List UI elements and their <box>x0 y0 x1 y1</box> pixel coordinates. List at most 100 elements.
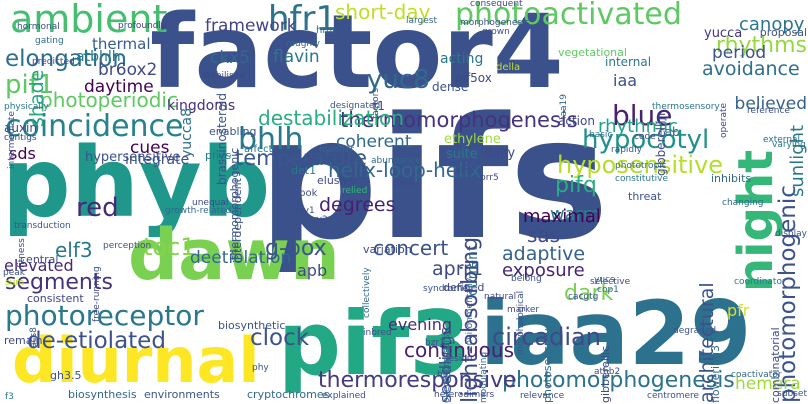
word-physically: physically <box>4 102 49 112</box>
word-remain: remain <box>4 334 43 347</box>
word-photosensory: photosensory <box>541 328 554 403</box>
word-manner: manner <box>319 145 354 155</box>
word-yucca: yucca <box>704 26 743 41</box>
word-pif1: pif1 <box>5 70 55 100</box>
word-ambient: ambient <box>10 0 168 41</box>
word-period: period <box>712 43 767 63</box>
word-hyposensitive: hyposensitive <box>557 151 724 179</box>
word-bzr1: bzr1 <box>425 338 445 348</box>
word-light-absorbing: light-absorbing <box>458 236 483 403</box>
word-rhythmic: rhythmic <box>598 116 679 137</box>
word-biosynthesis: biosynthesis <box>68 388 137 401</box>
word-factors: factors <box>371 87 381 119</box>
word-coincidence: coincidence <box>5 109 184 144</box>
word-elongation: elongation <box>5 46 127 72</box>
word-roughly: roughly <box>286 39 320 49</box>
word-sds: sds <box>9 144 36 163</box>
word-threat: threat <box>628 190 662 203</box>
word-aprr1: aprr1 <box>432 258 484 280</box>
word-thermal: thermal <box>92 35 151 53</box>
word-ethylene: ethylene <box>444 132 501 147</box>
word-elusive: elusive <box>317 174 356 187</box>
word-varying: varying <box>772 140 806 150</box>
word-cop1: cop1 <box>597 285 619 295</box>
word-hypocotyl: hypocotyl <box>582 125 710 155</box>
word-profoundly: profoundly <box>118 21 167 31</box>
word-transduction: transduction <box>14 221 71 231</box>
word-perception: perception <box>103 241 152 251</box>
word-avoidance: avoidance <box>702 58 800 80</box>
word-action: action <box>558 114 595 128</box>
word-dense: dense <box>432 80 469 94</box>
word-cry1: cry1 <box>295 206 315 216</box>
word-consequent: consequent <box>470 0 523 9</box>
word-predicted: predicted <box>32 57 75 67</box>
word-selective: selective <box>590 277 631 287</box>
word-interdependent: interdependent <box>231 178 244 263</box>
word-hemera: hemera <box>735 374 801 394</box>
word-hormonal: hormonal <box>17 22 60 32</box>
word-f3: f3 <box>5 392 14 402</box>
word-flowering3: flowering3 <box>709 345 722 403</box>
word-phya: phya <box>392 179 415 189</box>
word-rhythms: rhythms <box>715 33 807 58</box>
word-natural: natural <box>484 292 517 302</box>
word-phy: phy <box>252 363 269 373</box>
word-maximal: maximal <box>523 206 601 227</box>
word-photoperiodic: photoperiodic <box>40 88 178 112</box>
word-deetiolation: deetiolation <box>190 248 292 268</box>
word-br6ox2: br6ox2 <box>98 60 158 80</box>
word-elevated: elevated <box>4 256 74 275</box>
word-affect: affect <box>244 144 273 155</box>
word-athb2: athb2 <box>594 367 621 377</box>
word-cacgtg: cacgtg <box>568 292 599 302</box>
word-yucca8: yucca8 <box>179 107 195 158</box>
word-intermediate: intermediate <box>7 111 17 169</box>
word-evening: evening <box>388 315 453 334</box>
word-auxin: auxin <box>4 121 37 135</box>
word-variation: variation <box>363 243 412 256</box>
word-operate: operate <box>719 102 729 138</box>
word-stabilised: stabilised <box>202 71 245 81</box>
word-belong: belong <box>511 274 542 284</box>
word-dark: dark <box>564 281 614 306</box>
word-collectively: collectively <box>362 267 372 318</box>
word-framework: framework <box>205 16 297 36</box>
word-circadian: circadian <box>492 323 601 351</box>
word-phys: phys <box>205 149 232 162</box>
word-consistent: consistent <box>27 292 84 305</box>
word-kingdoms: kingdoms <box>167 98 236 114</box>
word-cry2: cry2 <box>308 215 328 225</box>
word-iaa29: iaa29 <box>480 282 752 385</box>
word-cab: cab <box>658 125 680 139</box>
word-defined: defined <box>443 281 485 294</box>
word-display: display <box>775 229 807 239</box>
word-sum: sum <box>5 278 25 288</box>
word-morphogenesis: morphogenesis <box>460 18 530 28</box>
word-abundance: abundance <box>371 156 422 166</box>
word-helix-loop-helix: helix-loop-helix <box>328 158 482 182</box>
word-marker: marker <box>507 305 540 315</box>
word-cues: cues <box>130 138 170 158</box>
word-photoreceptor: photoreceptor <box>5 299 204 332</box>
word-coordinator: coordinator <box>734 277 786 287</box>
word-designated: designated <box>330 101 381 111</box>
word-continuous: continuous <box>404 338 514 362</box>
word-proposal: proposal <box>759 26 807 39</box>
word-hypersensitive: hypersensitive <box>85 150 181 165</box>
word-hmr: hmr <box>316 25 337 36</box>
word-free-running: free-running <box>92 266 102 322</box>
word-gh3-5: gh3.5 <box>50 369 82 382</box>
word-suite: suite <box>446 147 478 162</box>
word-morphological: morphological <box>516 290 526 355</box>
word-vegetational: vegetational <box>558 46 627 59</box>
word-daytime: daytime <box>84 77 154 97</box>
word-temperature: temperature <box>235 146 367 170</box>
word-coactivator: coactivator <box>731 370 782 380</box>
word-thermosensory: thermosensory <box>652 102 720 112</box>
word-peak: peak <box>3 268 25 278</box>
word-bhlh: bhlh <box>238 122 304 157</box>
word-daily: daily <box>484 146 516 161</box>
word-inhibits: inhibits <box>711 172 752 185</box>
